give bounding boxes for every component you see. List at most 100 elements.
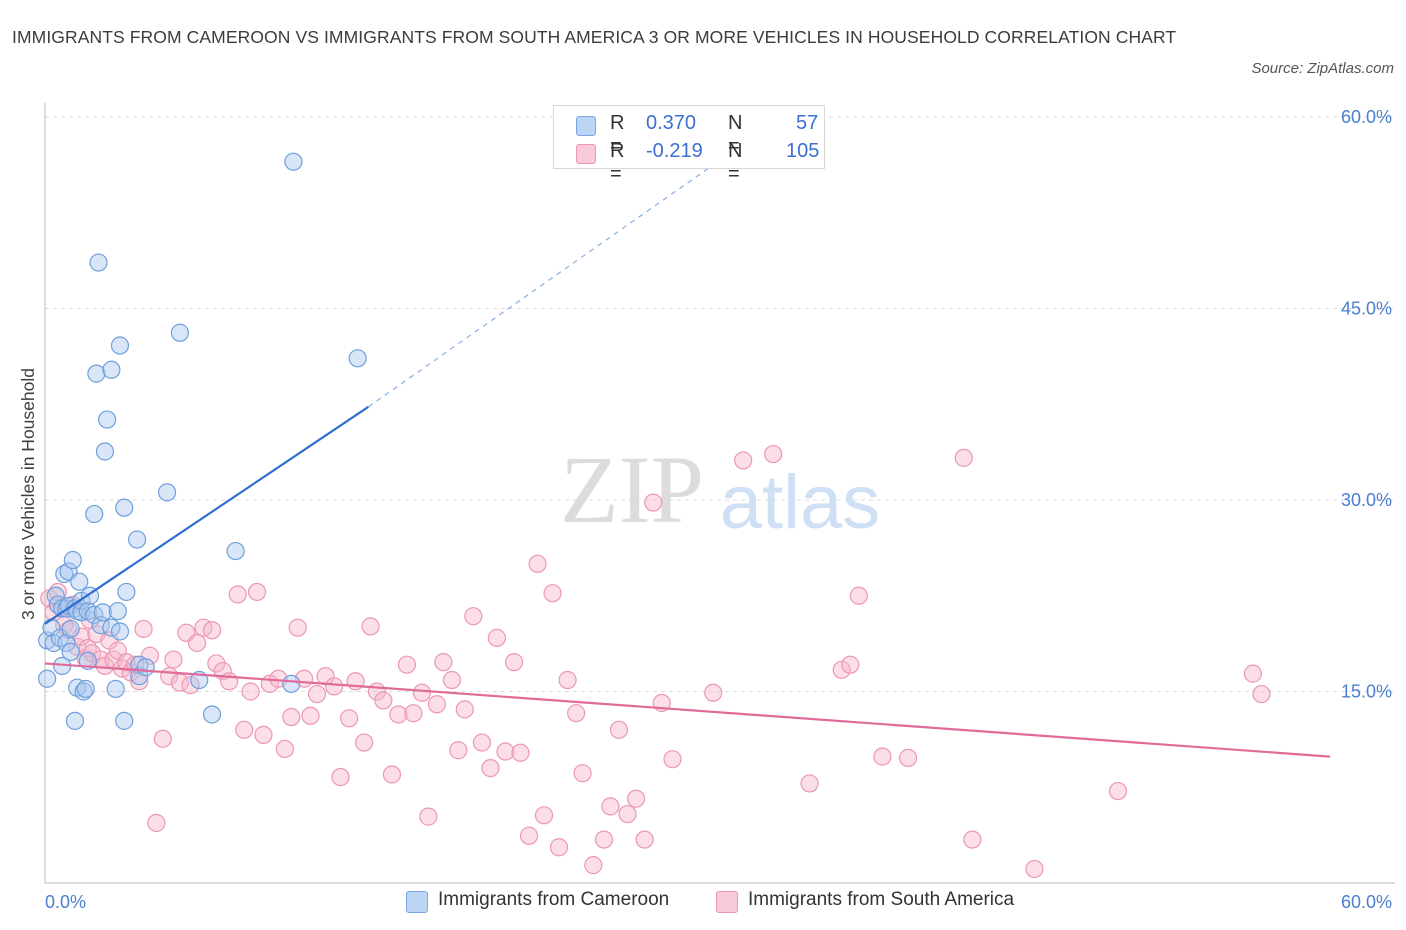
- x-tick-label: 60.0%: [1341, 892, 1392, 912]
- data-point-south-america: [228, 585, 247, 604]
- data-point-cameroon: [130, 667, 149, 686]
- data-point-south-america: [164, 650, 183, 669]
- legend-swatch-south-america: [576, 144, 596, 164]
- y-axis-label: 3 or more Vehicles in Household: [18, 368, 38, 620]
- legend-swatch-cameroon: [576, 116, 596, 136]
- data-point-cameroon: [61, 642, 80, 662]
- data-point-cameroon: [108, 601, 127, 621]
- data-point-south-america: [1243, 664, 1263, 683]
- data-point-south-america: [412, 683, 432, 702]
- stats-legend: R = 0.370 N = 57 R = -0.219 N = 105: [553, 105, 825, 185]
- data-point-south-america: [288, 618, 307, 637]
- trend-extension-cameroon: [368, 159, 720, 408]
- data-point-south-america: [153, 729, 172, 748]
- r-label: R =: [610, 112, 625, 157]
- data-point-south-america: [434, 653, 453, 672]
- n-value: 105: [786, 140, 820, 162]
- data-point-south-america: [355, 733, 374, 752]
- data-point-cameroon: [282, 674, 301, 693]
- data-point-south-america: [764, 444, 783, 464]
- data-point-cameroon: [95, 442, 115, 461]
- n-value: 57: [796, 112, 819, 134]
- data-point-south-america: [663, 750, 682, 769]
- data-point-south-america: [609, 720, 629, 739]
- chart-title: IMMIGRANTS FROM CAMEROON VS IMMIGRANTS F…: [12, 27, 1177, 47]
- data-point-cameroon: [170, 323, 190, 342]
- data-point-south-america: [472, 733, 491, 752]
- data-point-cameroon: [110, 622, 130, 641]
- data-point-cameroon: [102, 360, 121, 379]
- data-point-south-america: [235, 720, 254, 739]
- data-point-cameroon: [226, 541, 245, 561]
- data-point-south-america: [325, 677, 344, 696]
- data-point-south-america: [511, 743, 530, 762]
- data-point-cameroon: [70, 572, 89, 591]
- data-point-south-america: [307, 684, 327, 704]
- data-point-south-america: [626, 789, 646, 808]
- legend-label-cameroon: Immigrants from Cameroon: [438, 889, 670, 910]
- data-point-south-america: [1252, 684, 1271, 704]
- data-point-cameroon: [76, 679, 95, 699]
- watermark-zip: ZIP: [560, 436, 704, 543]
- data-point-south-america: [382, 765, 402, 784]
- data-point-south-america: [601, 797, 620, 816]
- trend-line-cameroon: [44, 405, 370, 625]
- data-point-cameroon: [115, 711, 134, 730]
- data-point-south-america: [644, 493, 663, 512]
- data-point-south-america: [573, 764, 592, 783]
- data-point-south-america: [849, 586, 868, 605]
- data-point-cameroon: [74, 682, 93, 701]
- data-point-south-america: [534, 806, 554, 825]
- data-point-south-america: [419, 807, 438, 826]
- data-point-cameroon: [87, 364, 106, 383]
- data-point-cameroon: [106, 679, 125, 699]
- data-point-south-america: [487, 628, 506, 647]
- data-point-south-america: [397, 655, 417, 674]
- data-point-south-america: [361, 617, 380, 636]
- data-point-cameroon: [63, 550, 82, 570]
- data-point-south-america: [464, 607, 483, 626]
- watermark: ZIP atlas: [560, 436, 880, 545]
- data-point-south-america: [247, 582, 267, 602]
- data-point-south-america: [404, 704, 423, 723]
- data-point-south-america: [134, 619, 153, 639]
- y-tick-label: 45.0%: [1341, 299, 1392, 319]
- data-point-south-america: [558, 670, 577, 690]
- data-point-south-america: [519, 826, 539, 845]
- data-point-south-america: [340, 709, 359, 728]
- data-point-cameroon: [117, 582, 136, 602]
- data-point-south-america: [147, 813, 166, 833]
- grid-lines: [45, 116, 1395, 692]
- data-point-south-america: [187, 633, 207, 653]
- data-point-cameroon: [61, 619, 80, 639]
- data-point-south-america: [1025, 859, 1044, 879]
- data-point-cameroon: [115, 498, 134, 517]
- data-point-south-america: [954, 448, 973, 467]
- tick-labels: 15.0% 30.0% 45.0% 60.0% 0.0% 60.0%: [45, 107, 1392, 912]
- r-value: 0.370: [646, 112, 697, 134]
- trend-lines: [44, 159, 1331, 758]
- data-point-south-america: [963, 830, 982, 849]
- data-point-south-america: [1108, 781, 1128, 801]
- data-point-south-america: [528, 554, 547, 573]
- data-point-south-america: [301, 706, 320, 725]
- data-point-south-america: [567, 704, 586, 723]
- legend-swatch-south-america: [716, 891, 738, 913]
- source-label: Source: ZipAtlas.com: [1251, 60, 1394, 77]
- data-point-south-america: [873, 747, 892, 766]
- data-point-south-america: [584, 856, 603, 875]
- data-point-south-america: [331, 767, 350, 787]
- data-point-south-america: [389, 705, 408, 724]
- n-label: N =: [728, 140, 743, 185]
- data-point-south-america: [549, 838, 569, 857]
- data-point-south-america: [181, 676, 200, 695]
- data-point-cameroon: [93, 603, 112, 622]
- legend-swatch-cameroon: [406, 891, 428, 913]
- data-point-south-america: [455, 700, 474, 719]
- data-point-south-america: [635, 830, 654, 849]
- data-point-south-america: [282, 707, 301, 727]
- series-south-america: [40, 444, 1271, 879]
- data-point-south-america: [449, 741, 468, 760]
- data-point-cameroon: [348, 349, 367, 368]
